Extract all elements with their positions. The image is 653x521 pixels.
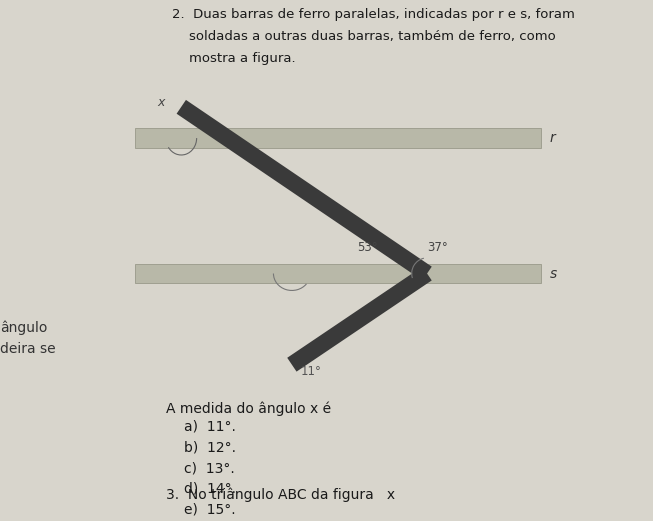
Text: a)  11°.: a) 11°.	[184, 419, 236, 433]
Text: 3.  No triângulo ABC da figura   x: 3. No triângulo ABC da figura x	[166, 487, 395, 502]
Text: r: r	[550, 131, 556, 145]
Text: 11°: 11°	[301, 365, 322, 378]
Text: ângulo: ângulo	[0, 321, 48, 336]
Text: x: x	[157, 96, 165, 109]
Text: deira se: deira se	[0, 342, 56, 356]
Text: 37°: 37°	[427, 241, 448, 254]
Text: A medida do ângulo x é: A medida do ângulo x é	[166, 401, 331, 416]
Text: e)  15°.: e) 15°.	[184, 503, 236, 517]
Text: s: s	[550, 267, 557, 280]
Text: c)  13°.: c) 13°.	[184, 461, 235, 475]
Text: 2.  Duas barras de ferro paralelas, indicadas por r e s, foram: 2. Duas barras de ferro paralelas, indic…	[172, 8, 575, 21]
Text: 53°: 53°	[357, 241, 378, 254]
Bar	[135, 128, 541, 148]
Bar	[135, 264, 541, 283]
Text: d)  14°.: d) 14°.	[184, 482, 236, 496]
Text: soldadas a outras duas barras, também de ferro, como: soldadas a outras duas barras, também de…	[172, 30, 556, 43]
Text: mostra a figura.: mostra a figura.	[172, 52, 296, 65]
Text: b)  12°.: b) 12°.	[184, 440, 236, 454]
